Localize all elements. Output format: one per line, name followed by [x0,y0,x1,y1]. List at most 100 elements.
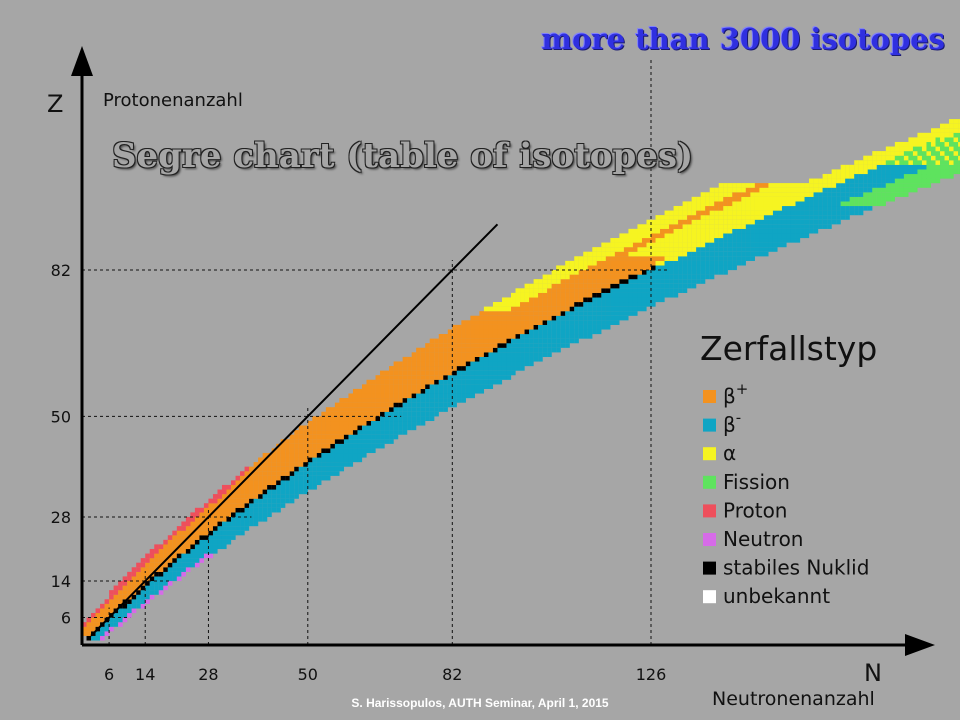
nuclide-cell [434,411,439,417]
nuclide-cell [217,494,223,499]
nuclide-cell [280,489,286,495]
nuclide-cell [425,393,430,399]
nuclide-cell [763,215,769,220]
nuclide-cell [894,183,900,188]
nuclide-cell [682,201,688,207]
nuclide-cell [194,553,200,559]
nuclide-cell [438,388,444,394]
nuclide-cell [515,343,521,348]
nuclide-cell [754,205,760,211]
nuclide-cell [714,196,719,202]
nuclide-cell [777,201,783,207]
nuclide-cell [845,210,850,216]
nuclide-cell [899,160,904,165]
nuclide-cell [790,233,796,239]
nuclide-cell [172,539,177,545]
x-tick-label: 50 [298,665,318,684]
nuclide-cell [691,201,697,207]
nuclide-cell [655,256,661,261]
nuclide-cell [827,187,832,193]
nuclide-cell [429,343,435,348]
nuclide-cell [691,224,697,229]
nuclide-cell [953,160,959,165]
nuclide-cell [352,434,358,440]
nuclide-cell [91,612,96,618]
nuclide-cell [172,571,177,577]
nuclide-cell [623,251,629,257]
nuclide-cell [935,164,941,170]
nuclide-cell [298,434,304,440]
nuclide-cell [777,228,783,234]
nuclide-cell [366,434,372,440]
nuclide-cell [312,452,317,458]
nuclide-cell [452,402,457,408]
nuclide-cell [673,279,679,284]
nuclide-cell [596,270,602,275]
nuclide-cell [903,178,909,184]
nuclide-cell [452,361,457,367]
nuclide-cell [709,210,715,216]
nuclide-cell [389,370,394,376]
nuclide-cell [511,361,516,367]
nuclide-cell [651,283,656,289]
nuclide-cell [501,347,507,353]
nuclide-cell [280,471,286,476]
nuclide-cell [926,183,932,188]
nuclide-cell [949,132,954,138]
nuclide-cell [700,201,706,207]
nuclide-cell [619,233,625,239]
nuclide-cell [240,484,245,490]
nuclide-cell [583,329,588,335]
nuclide-cell [452,366,457,371]
nuclide-cell [145,599,150,604]
nuclide-cell [614,242,620,248]
nuclide-cell [565,302,570,307]
nuclide-cell [398,425,403,431]
nuclide-cell [443,366,448,371]
nuclide-cell [772,215,778,220]
nuclide-cell [402,370,408,376]
nuclide-cell [673,215,679,220]
nuclide-cell [723,260,728,266]
nuclide-cell [556,302,561,307]
nuclide-cell [203,526,209,531]
nuclide-cell [339,407,345,412]
nuclide-cell [596,315,602,321]
nuclide-cell [434,375,439,380]
nuclide-cell [651,270,656,275]
nuclide-cell [903,146,909,152]
nuclide-cell [944,137,950,143]
nuclide-cell [736,215,742,220]
nuclide-cell [836,183,841,188]
nuclide-cell [890,187,895,193]
nuclide-cell [289,452,295,458]
nuclide-cell [352,402,358,408]
nuclide-cell [384,439,390,444]
nuclide-cell [569,288,575,293]
nuclide-cell [380,439,385,444]
nuclide-cell [732,260,737,266]
nuclide-cell [768,219,774,225]
nuclide-cell [221,484,227,490]
nuclide-cell [334,452,340,458]
nuclide-cell [605,256,611,261]
nuclide-cell [574,283,579,289]
nuclide-cell [542,324,548,330]
nuclide-cell [380,402,385,408]
nuclide-cell [894,187,900,193]
nuclide-cell [303,462,308,467]
nuclide-cell [294,489,299,495]
nuclide-cell [334,466,340,472]
nuclide-cell [343,407,349,412]
nuclide-cell [416,393,421,399]
nuclide-cell [881,155,886,161]
nuclide-cell [109,608,114,614]
nuclide-cell [903,192,909,197]
nuclide-cell [736,233,742,239]
nuclide-cell [718,256,724,261]
nuclide-cell [154,576,159,582]
nuclide-cell [678,288,683,293]
nuclide-cell [407,375,412,380]
nuclide-cell [407,370,412,376]
nuclide-cell [768,210,774,216]
